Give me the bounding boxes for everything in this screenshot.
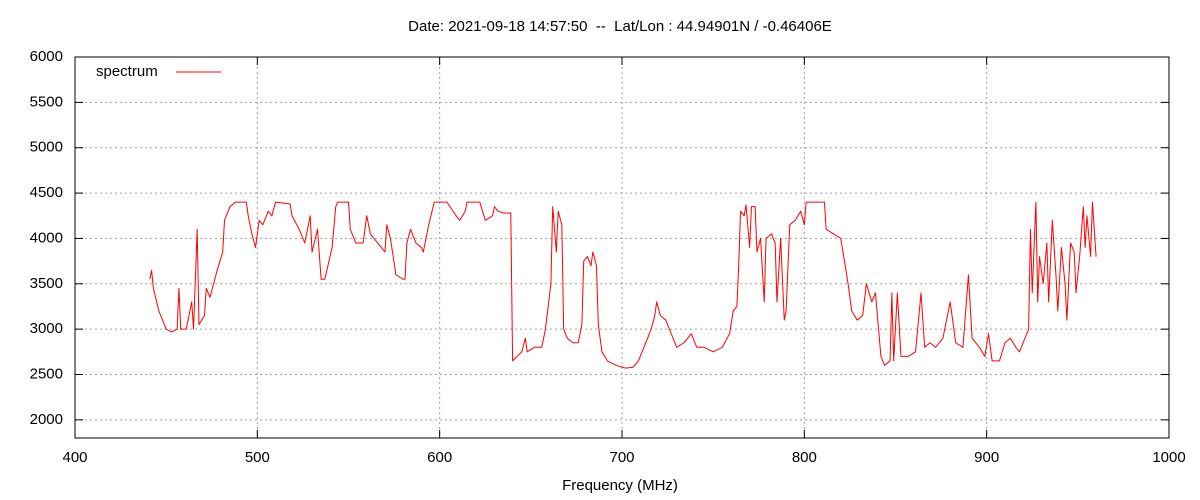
- y-tick-label: 4000: [30, 229, 63, 246]
- x-tick-label: 500: [245, 449, 270, 466]
- x-tick-label: 800: [792, 449, 817, 466]
- plot-frame: [74, 56, 1170, 439]
- y-tick-label: 3000: [30, 320, 63, 337]
- x-tick-label: 600: [427, 449, 452, 466]
- x-tick-label: 400: [62, 449, 87, 466]
- chart-title: Date: 2021-09-18 14:57:50 -- Lat/Lon : 4…: [408, 18, 832, 35]
- x-tick-label: 1000: [1152, 449, 1185, 466]
- x-tick-label: 700: [609, 449, 634, 466]
- spectrum-line: [149, 201, 1097, 369]
- x-axis-label: Frequency (MHz): [562, 477, 678, 494]
- x-tick-label: 900: [974, 449, 999, 466]
- y-tick-label: 5000: [30, 139, 63, 156]
- y-tick-label: 2000: [30, 411, 63, 428]
- y-tick-label: 4500: [30, 184, 63, 201]
- y-tick-label: 5500: [30, 93, 63, 110]
- y-tick-label: 2500: [30, 365, 63, 382]
- legend-label: spectrum: [96, 63, 158, 80]
- y-tick-label: 6000: [30, 48, 63, 65]
- y-tick-label: 3500: [30, 275, 63, 292]
